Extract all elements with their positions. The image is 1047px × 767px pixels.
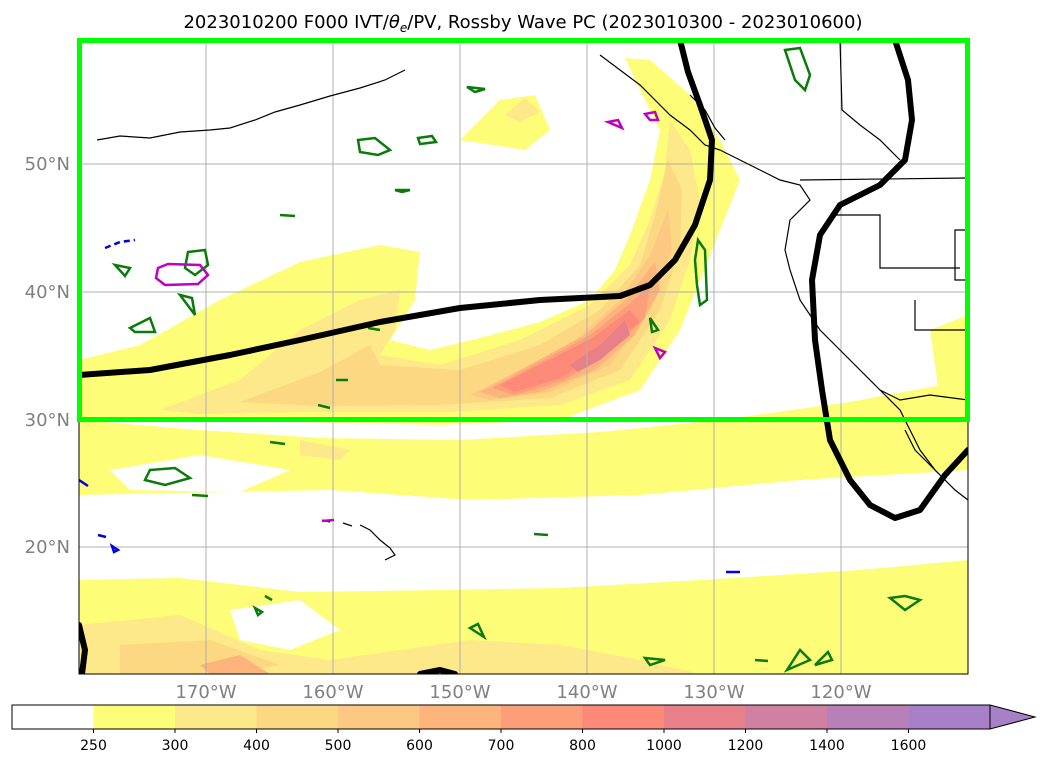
colorbar-tick-label: 700 (488, 738, 515, 754)
lat-label: 20°N (25, 537, 70, 558)
colorbar-segment (338, 705, 420, 729)
lon-label: 140°W (556, 682, 617, 703)
lon-label: 170°W (175, 682, 236, 703)
colorbar-tick-label: 600 (406, 738, 433, 754)
lon-label: 120°W (810, 682, 871, 703)
colorbar-tick-label: 1400 (809, 738, 845, 754)
figure-title: 2023010200 F000 IVT/θe/PV, Rossby Wave P… (183, 12, 862, 35)
lon-label: 150°W (429, 682, 490, 703)
lon-label: 130°W (683, 682, 744, 703)
pv-contours-magenta (154, 110, 668, 523)
region-box (77, 38, 970, 422)
rossby-wave-line-east (809, 40, 968, 521)
colorbar-segment (256, 705, 339, 729)
colorbar-segment (12, 705, 94, 729)
colorbar-segment (745, 705, 828, 729)
rossby-wave-line-sw (79, 622, 88, 674)
colorbar-segment (664, 705, 746, 729)
colorbar-tick-label: 800 (569, 738, 596, 754)
colorbar-segment (419, 705, 502, 729)
colorbar-tick-label: 1200 (728, 738, 764, 754)
colorbar-segment (93, 705, 176, 729)
colorbar-tick-label: 300 (162, 738, 189, 754)
pv-contours-green (111, 46, 923, 673)
colorbar-tick-label: 1600 (891, 738, 927, 754)
colorbar-tick-label: 500 (325, 738, 352, 754)
colorbar-extension (989, 704, 1037, 730)
lon-label: 160°W (302, 682, 363, 703)
lat-label: 40°N (25, 282, 70, 303)
colorbar-segment (827, 705, 909, 729)
colorbar-segment (501, 705, 583, 729)
rossby-wave-line (79, 40, 715, 378)
lat-label: 30°N (25, 410, 70, 431)
colorbar-tick-label: 250 (80, 738, 107, 754)
colorbar-segment (908, 705, 991, 729)
rossby-wave-line-s (417, 667, 458, 674)
lat-label: 50°N (25, 154, 70, 175)
colorbar: 250 300 400 500 600 700 800 1000 1200 1400 1600 (11, 704, 1037, 754)
map-content (79, 40, 968, 674)
colorbar-tick-label: 1000 (646, 738, 682, 754)
colorbar-segment (582, 705, 665, 729)
pv-contours-blue (79, 238, 740, 574)
colorbar-segment (175, 705, 257, 729)
coastlines (96, 40, 968, 561)
colorbar-tick-label: 400 (243, 738, 270, 754)
